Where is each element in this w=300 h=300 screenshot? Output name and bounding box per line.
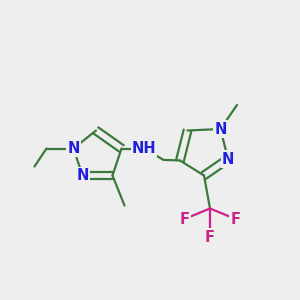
Text: F: F xyxy=(205,230,215,244)
Text: F: F xyxy=(179,212,190,226)
Text: N: N xyxy=(76,168,89,183)
Text: N: N xyxy=(222,152,234,166)
Text: NH: NH xyxy=(132,141,156,156)
Text: N: N xyxy=(67,141,80,156)
Text: F: F xyxy=(230,212,241,226)
Text: N: N xyxy=(214,122,227,136)
